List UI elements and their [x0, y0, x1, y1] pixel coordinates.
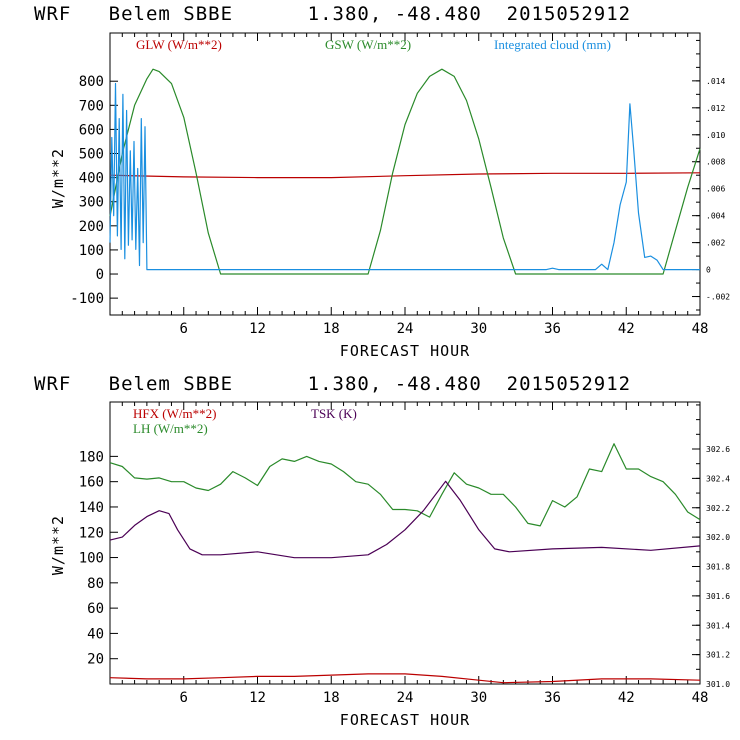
chart2-legend-lh: LH (W/m**2)	[133, 421, 208, 436]
chart2-frame	[109, 401, 701, 685]
chart1-title: WRF Belem SBBE 1.380, -48.480 2015052912	[34, 3, 631, 25]
y-tick-label: 700	[79, 98, 104, 114]
chart1-x-axis: 6 12 18 24 30 36 42 48	[121, 33, 709, 337]
y-tick-label: 120	[79, 525, 104, 541]
chart1-series	[109, 68, 701, 275]
y2-tick-label: .014	[706, 77, 725, 86]
series-line-0-1	[109, 68, 701, 275]
y2-tick-label: 301.2	[706, 651, 730, 660]
y-tick-label: 200	[79, 219, 104, 235]
y2-tick-label: .010	[706, 131, 725, 140]
chart1-legend-gsw: GSW (W/m**2)	[325, 37, 411, 52]
x-tick-label: 48	[692, 690, 709, 706]
x-tick-label: 6	[180, 321, 188, 337]
y-tick-label: -100	[70, 291, 104, 307]
y2-tick-label: .008	[706, 158, 725, 167]
x-tick-label: 42	[618, 690, 635, 706]
x-tick-label: 12	[249, 321, 266, 337]
y2-tick-label: 0	[706, 266, 711, 275]
x-tick-label: 6	[180, 690, 188, 706]
x-tick-label: 30	[470, 690, 487, 706]
y2-tick-label: 301.8	[706, 563, 730, 572]
y2-tick-label: 301.6	[706, 592, 730, 601]
x-tick-label: 18	[323, 690, 340, 706]
x-tick-label: 18	[323, 321, 340, 337]
y2-tick-label: -.002	[706, 293, 730, 302]
x-tick-label: 12	[249, 690, 266, 706]
y-tick-label: 400	[79, 171, 104, 187]
series-line-0-0	[109, 172, 701, 179]
y2-tick-label: .006	[706, 185, 725, 194]
y-tick-label: 40	[87, 626, 104, 642]
chart2-title: WRF Belem SBBE 1.380, -48.480 2015052912	[34, 373, 631, 395]
chart2-legend-tsk: TSK (K)	[311, 406, 357, 421]
chart2-y-label: W/m**2	[49, 515, 67, 575]
x-tick-label: 48	[692, 321, 709, 337]
y-tick-label: 300	[79, 195, 104, 211]
y2-tick-label: 301.0	[706, 680, 730, 689]
series-line-0-2	[109, 82, 700, 271]
chart1-legend-glw: GLW (W/m**2)	[136, 37, 222, 52]
chart2-right-axis: 302.6 302.4 302.2 302.0 301.8 301.6 301.4 301.2…	[692, 404, 730, 689]
x-tick-label: 36	[544, 321, 561, 337]
y2-tick-label: 301.4	[706, 621, 730, 630]
y2-tick-label: 302.6	[706, 445, 730, 454]
y-tick-label: 20	[87, 652, 104, 668]
x-tick-label: 36	[544, 690, 561, 706]
chart2-legend-hfx: HFX (W/m**2)	[133, 406, 216, 421]
chart1-x-label: FORECAST HOUR	[340, 342, 470, 360]
series-line-1-1	[109, 443, 701, 527]
y-tick-label: 800	[79, 74, 104, 90]
chart2-x-label: FORECAST HOUR	[340, 711, 470, 729]
x-tick-label: 30	[470, 321, 487, 337]
chart1-y-label: W/m**2	[49, 148, 67, 208]
series-line-1-2	[109, 480, 701, 559]
y-tick-label: 0	[96, 267, 104, 283]
y2-tick-label: 302.2	[706, 504, 730, 513]
series-line-1-0	[109, 673, 701, 684]
y2-tick-label: 302.4	[706, 474, 730, 483]
y-tick-label: 60	[87, 601, 104, 617]
y2-tick-label: .004	[706, 212, 725, 221]
y2-tick-label: .012	[706, 104, 725, 113]
y-tick-label: 160	[79, 475, 104, 491]
y-tick-label: 100	[79, 551, 104, 567]
y2-tick-label: 302.0	[706, 533, 730, 542]
y-tick-label: 140	[79, 500, 104, 516]
y-tick-label: 80	[87, 576, 104, 592]
x-tick-label: 42	[618, 321, 635, 337]
chart1-legend-cloud: Integrated cloud (mm)	[494, 37, 611, 52]
y-tick-label: 600	[79, 122, 104, 138]
x-tick-label: 24	[397, 690, 414, 706]
y-tick-label: 500	[79, 147, 104, 163]
chart1-left-axis: -100 0 100 200 300 400 500 600 700 800	[70, 74, 118, 307]
y2-tick-label: .002	[706, 239, 725, 248]
x-tick-label: 24	[397, 321, 414, 337]
chart2-x-axis: 6 12 18 24 30 36 42 48	[121, 402, 709, 706]
y-tick-label: 180	[79, 449, 104, 465]
chart2-series	[109, 443, 701, 684]
chart1-frame	[109, 32, 701, 316]
chart2-left-axis: 20 40 60 80 100 120 140 160 180	[79, 449, 118, 668]
y-tick-label: 100	[79, 243, 104, 259]
chart1-right-axis: .014 .012 .010 .008 .006 .004 .002 0 -.002	[692, 39, 730, 311]
